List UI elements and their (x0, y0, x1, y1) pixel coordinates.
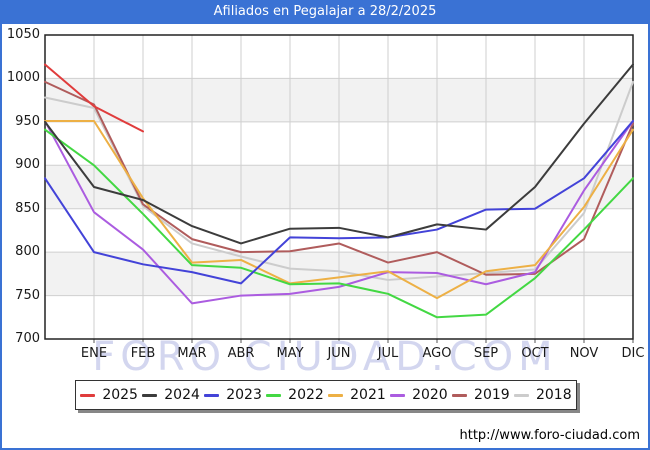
legend-dash-2025 (80, 393, 96, 397)
legend-dash-2023 (204, 393, 220, 397)
legend-item-2024: 2024 (142, 387, 200, 403)
legend-item-2020: 2020 (390, 387, 448, 403)
legend-label-2022: 2022 (288, 387, 324, 403)
legend-label-2021: 2021 (350, 387, 386, 403)
series-line-2020 (44, 119, 634, 305)
series-line-2022 (44, 128, 634, 319)
legend-item-2023: 2023 (204, 387, 262, 403)
watermark: FORO CIUDAD.COM (92, 334, 558, 380)
chart-region: FORO CIUDAD.COM 1050 1000 950 900 850 800 750 7… (2, 24, 648, 448)
series-line-2018 (44, 80, 634, 281)
legend-label-2024: 2024 (164, 387, 200, 403)
legend-label-2025: 2025 (102, 387, 138, 403)
series-line-2019 (44, 80, 634, 276)
chart-title: Afiliados en Pegalajar a 28/2/2025 (2, 2, 648, 24)
foro-ciudad-link[interactable]: http://www.foro-ciudad.com (459, 428, 640, 443)
legend-dash-2020 (390, 393, 406, 397)
legend-dash-2021 (328, 393, 344, 397)
series-line-2021 (44, 119, 634, 300)
legend-item-2018: 2018 (513, 387, 572, 403)
legend-label-2019: 2019 (474, 387, 510, 403)
legend-label-2020: 2020 (412, 387, 448, 403)
plot-border (44, 34, 634, 340)
legend-dash-2022 (266, 393, 282, 397)
legend-item-2019: 2019 (452, 387, 510, 403)
series-line-2025 (44, 63, 144, 133)
legend-item-2021: 2021 (328, 387, 386, 403)
legend: 2025 2024 2023 2022 2021 2020 2019 2018 (75, 380, 577, 410)
plot-svg (44, 34, 634, 343)
series-line-2023 (44, 119, 634, 285)
legend-item-2022: 2022 (266, 387, 324, 403)
legend-dash-2018 (513, 393, 529, 397)
legend-dash-2024 (142, 393, 158, 397)
series-line-2024 (44, 63, 634, 245)
legend-label-2023: 2023 (226, 387, 262, 403)
legend-dash-2019 (452, 393, 468, 397)
legend-item-2025: 2025 (80, 387, 138, 403)
legend-label-2018: 2018 (535, 387, 572, 403)
